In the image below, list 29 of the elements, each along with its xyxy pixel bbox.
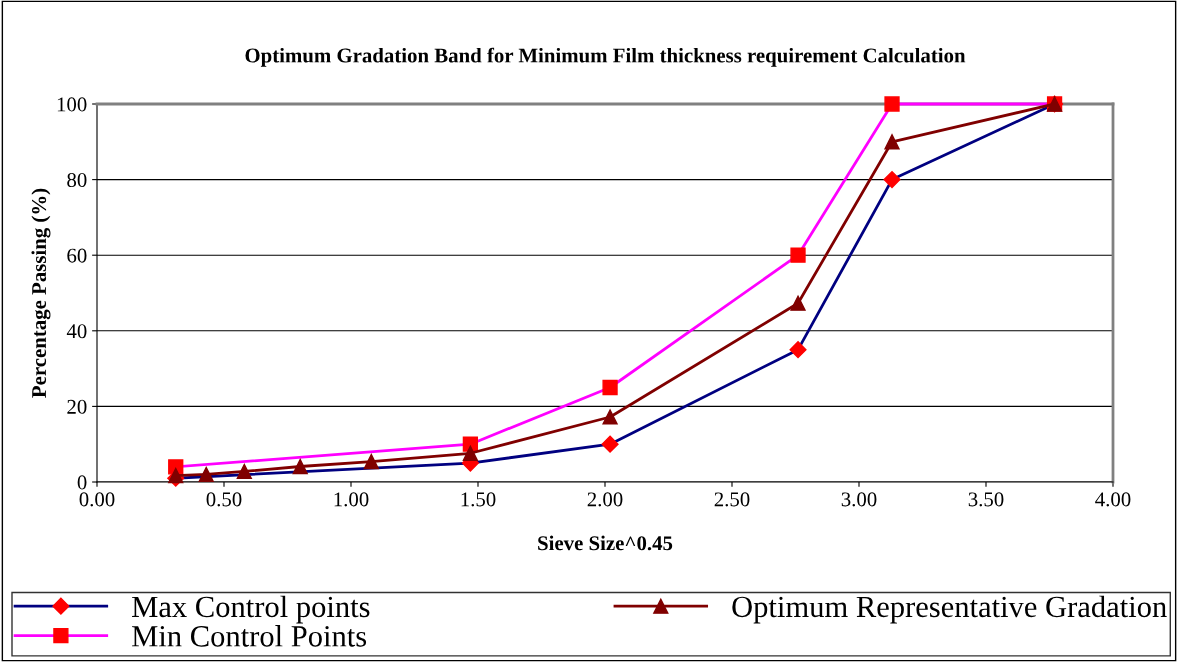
x-tick-label: 2.00: [587, 492, 623, 507]
x-tick-label: 2.50: [714, 492, 750, 507]
y-tick-label: 100: [57, 97, 87, 112]
legend-label: Min Control Points: [132, 625, 367, 647]
chart-title: Optimum Gradation Band for Minimum Film thickness requirement Calculation: [245, 47, 966, 67]
x-tick-label: 3.50: [968, 492, 1004, 507]
point: [884, 134, 900, 150]
point: [462, 445, 479, 461]
point: [602, 409, 618, 425]
y-axis-title: Percentage Passing (%): [31, 188, 51, 398]
x-axis-title: Sieve Size^0.45: [538, 535, 673, 551]
x-tick-label: 0.50: [206, 492, 242, 507]
point: [292, 458, 308, 475]
x-tick-label: 3.00: [841, 492, 877, 507]
y-tick-label: 20: [67, 399, 87, 414]
x-tick-label: 4.00: [1095, 492, 1131, 507]
y-tick-label: 80: [67, 172, 87, 188]
x-tick-label: 1.00: [334, 492, 369, 507]
x-tick-label: 1.50: [461, 492, 496, 507]
y-tick-label: 0: [77, 475, 87, 490]
point: [198, 466, 214, 483]
point: [363, 453, 379, 470]
x-tick-label: 0.00: [79, 492, 115, 507]
y-tick-label: 40: [66, 324, 87, 339]
point: [790, 295, 806, 311]
legend-label: Optimum Representative Gradation: [732, 595, 1167, 624]
point: [236, 463, 252, 480]
y-tick-label: 60: [67, 248, 87, 263]
legend-label: Max Control points: [132, 595, 370, 624]
